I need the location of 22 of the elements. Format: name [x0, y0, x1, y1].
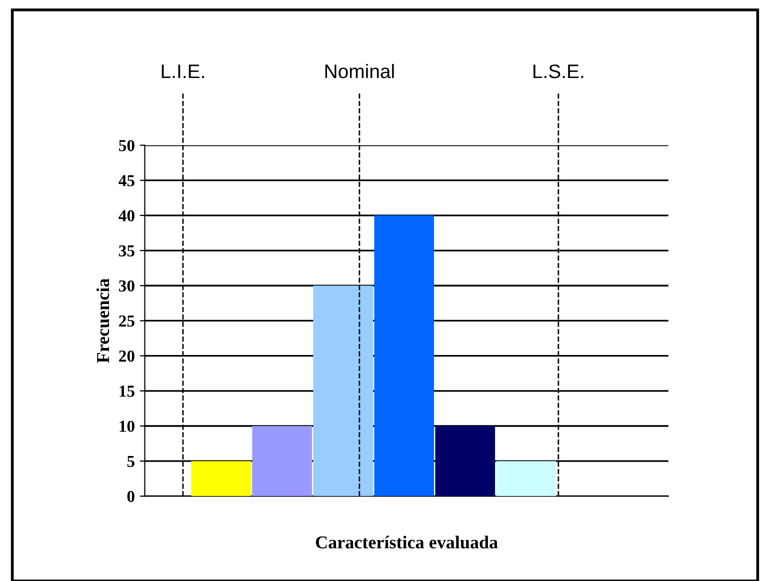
- y-axis-title: Frecuencia: [96, 278, 110, 363]
- y-tick-label: 20: [119, 350, 134, 362]
- y-tick-label: 40: [118, 210, 134, 222]
- y-tick-label: 25: [119, 315, 134, 327]
- text: L.I.E.: [162, 64, 204, 78]
- text: Nominal: [325, 64, 394, 78]
- bar: [435, 426, 496, 496]
- bar: [191, 461, 251, 496]
- y-tick-label: 30: [119, 280, 134, 292]
- bar: [313, 286, 373, 496]
- text: L.S.E.: [534, 64, 584, 78]
- y-tick-label: 5: [127, 456, 134, 468]
- bar: [496, 461, 556, 496]
- y-tick-label: 15: [120, 386, 134, 397]
- y-tick-label: 10: [120, 420, 134, 432]
- bar: [374, 215, 434, 496]
- y-tick-label: 35: [119, 245, 134, 256]
- y-tick-label: 45: [118, 175, 134, 186]
- y-tick-label: 50: [119, 140, 134, 152]
- y-tick-label: 0: [127, 490, 134, 502]
- x-axis-title: Característica evaluada: [316, 536, 498, 549]
- bar: [252, 426, 312, 496]
